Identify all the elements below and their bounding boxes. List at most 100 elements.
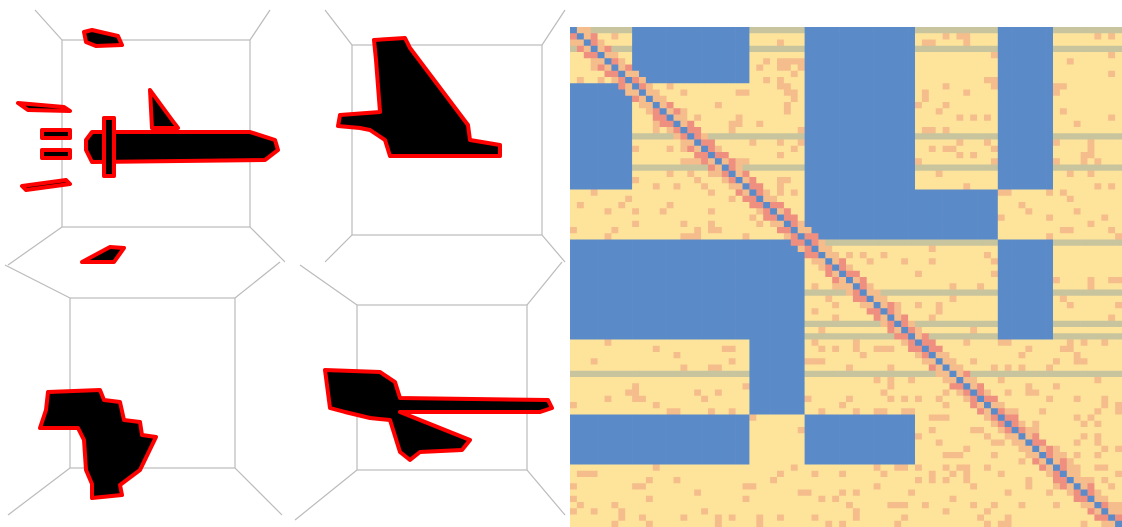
heat-cell bbox=[590, 139, 598, 147]
heat-cell bbox=[694, 158, 702, 165]
heat-cell bbox=[714, 370, 723, 378]
silhouette bbox=[336, 36, 502, 158]
heat-cell bbox=[770, 102, 778, 109]
heat-cell bbox=[728, 189, 736, 197]
heat-cell bbox=[1053, 139, 1061, 147]
heat-cell bbox=[721, 408, 729, 415]
heat-cell bbox=[839, 270, 847, 278]
heat-cell bbox=[618, 314, 626, 322]
heat-cell bbox=[632, 64, 640, 72]
heat-cell bbox=[1053, 177, 1061, 184]
heat-cell bbox=[832, 408, 840, 415]
heat-cell bbox=[825, 389, 833, 397]
heat-cell bbox=[990, 83, 999, 90]
heat-cell bbox=[583, 177, 591, 184]
heat-cell bbox=[742, 133, 750, 140]
heat-cell bbox=[873, 208, 881, 215]
heat-cell bbox=[797, 120, 805, 128]
heat-cell bbox=[990, 33, 999, 40]
heat-cell bbox=[846, 302, 854, 309]
heat-cell bbox=[1025, 70, 1033, 78]
heat-cell bbox=[694, 333, 702, 340]
heat-cell bbox=[714, 227, 723, 234]
heat-cell bbox=[611, 245, 619, 253]
heat-cell bbox=[645, 83, 654, 90]
heat-cell bbox=[825, 164, 833, 172]
heat-cell bbox=[887, 214, 895, 222]
heat-cell bbox=[701, 102, 709, 109]
heat-cell bbox=[935, 195, 943, 203]
heat-cell bbox=[901, 389, 909, 397]
heat-cell bbox=[1073, 133, 1081, 140]
heat-cell bbox=[915, 370, 923, 378]
heat-cell bbox=[1080, 358, 1088, 365]
heat-cell bbox=[652, 283, 660, 290]
heat-cell bbox=[1059, 70, 1068, 78]
heat-cell bbox=[783, 283, 792, 290]
heat-cell bbox=[666, 277, 674, 284]
heat-cell bbox=[1115, 195, 1122, 203]
heat-cell bbox=[680, 264, 688, 272]
heat-cell bbox=[901, 58, 909, 65]
heat-cell bbox=[839, 102, 847, 109]
heat-cell bbox=[1115, 264, 1122, 272]
heat-cell bbox=[694, 139, 702, 147]
heat-cell bbox=[604, 170, 612, 178]
heat-cell bbox=[839, 358, 847, 365]
heat-cell bbox=[590, 158, 598, 165]
heat-cell bbox=[818, 408, 826, 415]
heat-cell bbox=[1080, 170, 1088, 178]
heat-cell bbox=[852, 39, 861, 47]
heat-cell bbox=[597, 264, 605, 272]
heat-cell bbox=[880, 320, 888, 328]
heat-cell bbox=[956, 27, 964, 34]
heat-cell bbox=[990, 395, 999, 403]
heat-cell bbox=[977, 352, 985, 359]
heat-cell bbox=[652, 339, 660, 347]
heat-cell bbox=[763, 258, 771, 265]
heat-cell bbox=[894, 295, 902, 303]
heat-cell bbox=[576, 395, 585, 403]
heat-cell bbox=[1046, 370, 1054, 378]
heat-cell bbox=[570, 333, 578, 340]
heat-cell bbox=[680, 214, 688, 222]
heat-cell bbox=[887, 70, 895, 78]
heat-cell bbox=[990, 402, 999, 409]
heat-cell bbox=[942, 170, 950, 178]
heat-cell bbox=[763, 358, 771, 365]
heat-cell bbox=[742, 220, 750, 228]
heat-cell bbox=[811, 389, 819, 397]
heat-cell bbox=[956, 258, 964, 265]
heat-cell bbox=[894, 164, 902, 172]
heat-cell bbox=[708, 152, 716, 159]
heat-cell bbox=[880, 208, 888, 215]
heat-cell bbox=[928, 170, 936, 178]
heat-cell bbox=[639, 27, 647, 34]
heat-cell bbox=[728, 402, 736, 409]
heat-cell bbox=[1011, 408, 1019, 415]
heat-cell bbox=[770, 114, 778, 122]
heat-cell bbox=[583, 289, 591, 297]
heat-cell bbox=[901, 83, 909, 90]
heat-cell bbox=[797, 252, 805, 259]
heat-cell bbox=[852, 183, 861, 190]
heat-cell bbox=[956, 327, 964, 334]
heat-cell bbox=[1115, 108, 1122, 115]
heat-cell bbox=[625, 383, 633, 390]
heat-cell bbox=[611, 158, 619, 165]
heat-cell bbox=[721, 314, 729, 322]
heat-cell bbox=[652, 295, 660, 303]
heat-cell bbox=[846, 70, 854, 78]
heat-cell bbox=[1039, 33, 1047, 40]
heat-cell bbox=[984, 320, 992, 328]
heat-cell bbox=[990, 308, 999, 315]
heat-cell bbox=[1025, 202, 1033, 209]
heat-cell bbox=[797, 58, 805, 65]
heat-cell bbox=[997, 64, 1005, 72]
heat-cell bbox=[673, 352, 681, 359]
heat-cell bbox=[570, 283, 578, 290]
heat-cell bbox=[859, 377, 867, 384]
heat-cell bbox=[1032, 133, 1040, 140]
heat-cell bbox=[1087, 39, 1095, 47]
heat-cell bbox=[1087, 383, 1095, 390]
